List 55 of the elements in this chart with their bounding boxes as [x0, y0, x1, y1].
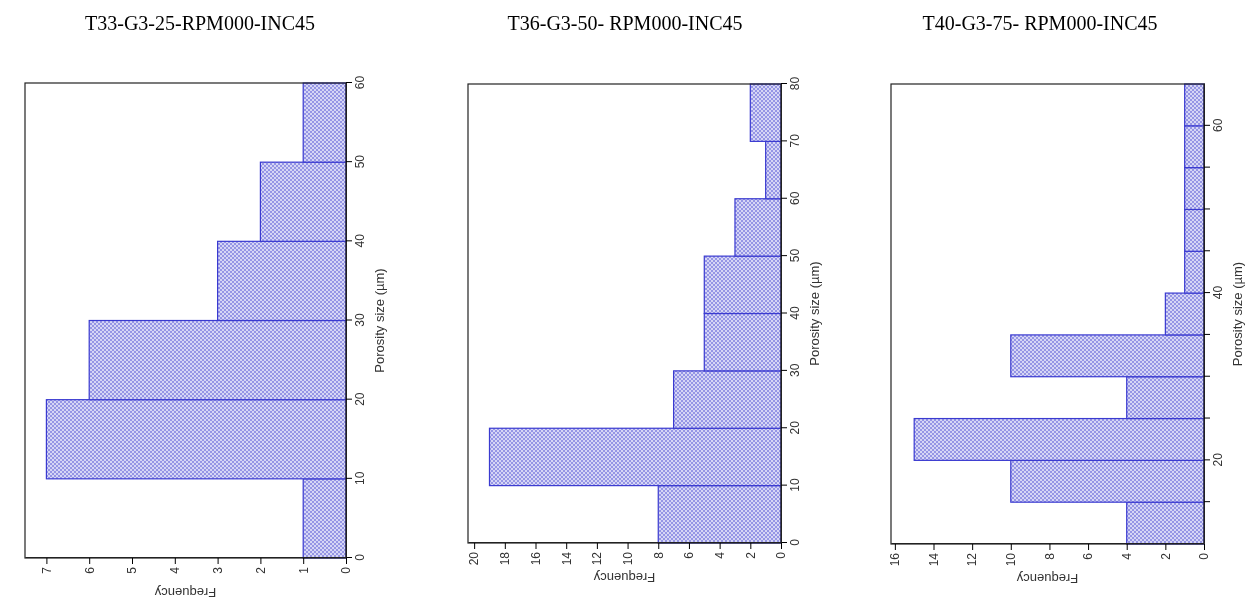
x-tick-label: 2	[743, 551, 758, 559]
x-tick-label: 8	[1042, 552, 1057, 560]
y-tick-label: 40	[1210, 285, 1225, 300]
x-tick-label: 2	[1158, 552, 1173, 560]
y-tick-label: 20	[787, 420, 802, 435]
y-tick-label: 50	[352, 154, 367, 169]
x-axis-title: Frequency	[593, 570, 656, 585]
y-tick-label: 70	[787, 133, 802, 148]
y-axis-title: Porosity size (µm)	[1230, 261, 1245, 367]
x-tick-label: 6	[82, 566, 97, 574]
x-tick-label: 14	[926, 552, 941, 567]
y-tick-label: 20	[352, 392, 367, 406]
y-tick-label: 10	[787, 478, 802, 492]
x-tick-label: 6	[1081, 552, 1096, 560]
x-tick-label: 10	[1004, 552, 1019, 567]
chart-title: T33-G3-25-RPM000-INC45	[85, 12, 315, 34]
x-tick-label: 16	[888, 552, 903, 567]
y-tick-label: 40	[352, 233, 367, 248]
y-tick-label: 60	[352, 75, 367, 90]
x-tick-label: 20	[467, 551, 482, 566]
x-tick-label: 1	[296, 566, 311, 574]
x-tick-label: 5	[125, 566, 140, 574]
x-tick-label: 4	[1120, 552, 1135, 560]
y-tick-label: 20	[1210, 452, 1225, 467]
x-tick-label: 3	[210, 566, 225, 574]
x-tick-label: 0	[339, 566, 354, 574]
x-tick-label: 8	[651, 551, 666, 559]
chart-title: T36-G3-50- RPM000-INC45	[507, 12, 743, 34]
y-axis-title: Porosity size (µm)	[807, 261, 822, 366]
y-tick-label: 0	[787, 538, 802, 546]
y-tick-label: 60	[1210, 118, 1225, 132]
x-tick-label: 4	[712, 551, 727, 559]
y-tick-label: 50	[787, 248, 802, 263]
y-tick-label: 80	[787, 76, 802, 91]
x-tick-label: 18	[498, 551, 513, 566]
x-tick-label: 6	[682, 551, 697, 559]
y-axis-title: Porosity size (µm)	[372, 268, 387, 373]
x-tick-label: 0	[774, 551, 789, 559]
x-tick-label: 14	[559, 551, 574, 566]
y-tick-label: 40	[787, 306, 802, 320]
x-tick-label: 16	[528, 551, 543, 566]
x-tick-label: 0	[1197, 552, 1212, 560]
x-tick-label: 12	[965, 552, 980, 567]
chart-title: T40-G3-75- RPM000-INC45	[922, 12, 1158, 34]
y-tick-label: 30	[352, 313, 367, 327]
x-tick-label: 12	[590, 551, 605, 566]
x-axis-title: Frequency	[1016, 571, 1079, 586]
x-tick-label: 10	[620, 551, 635, 566]
x-axis-title: Frequency	[154, 585, 217, 600]
y-tick-label: 60	[787, 191, 802, 205]
x-tick-label: 7	[39, 566, 54, 574]
y-tick-label: 30	[787, 363, 802, 378]
x-tick-label: 4	[168, 566, 183, 574]
x-tick-label: 2	[253, 566, 268, 574]
y-tick-label: 10	[352, 471, 367, 486]
